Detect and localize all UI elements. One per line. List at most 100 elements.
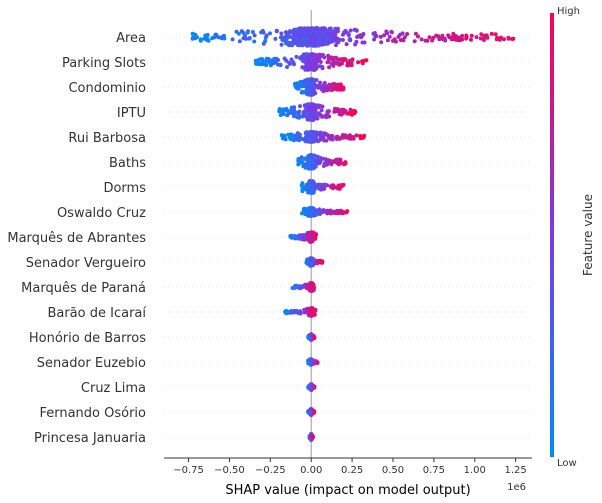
shap-point xyxy=(427,35,432,40)
shap-point xyxy=(479,32,484,37)
shap-point xyxy=(469,37,473,42)
shap-point xyxy=(261,41,266,46)
feature-label: Baths xyxy=(109,156,146,171)
shap-point xyxy=(371,31,376,36)
shap-point xyxy=(308,102,313,107)
shap-point xyxy=(334,135,339,140)
shap-point xyxy=(343,109,348,114)
shap-point xyxy=(317,53,322,58)
shap-point xyxy=(389,29,394,34)
shap-point xyxy=(309,64,314,69)
shap-point xyxy=(379,40,384,45)
shap-point xyxy=(306,59,311,63)
shap-point xyxy=(323,183,328,188)
shap-point xyxy=(261,58,265,63)
shap-point xyxy=(296,111,301,116)
shap-point xyxy=(330,137,335,142)
shap-point xyxy=(301,36,306,41)
shap-point xyxy=(306,89,311,94)
shap-point xyxy=(230,37,235,42)
shap-point xyxy=(320,64,325,69)
shap-point xyxy=(288,234,293,239)
shap-point xyxy=(344,42,349,47)
shap-point xyxy=(315,116,320,121)
shap-point xyxy=(311,104,316,109)
shap-point xyxy=(326,59,331,64)
x-tick-label: 0.25 xyxy=(341,465,363,476)
shap-point xyxy=(307,232,312,237)
shap-point xyxy=(287,60,292,65)
shap-point xyxy=(309,161,314,166)
shap-point xyxy=(318,158,322,163)
shap-point xyxy=(268,63,273,68)
shap-point xyxy=(308,256,313,261)
feature-label: Honório de Barros xyxy=(29,331,146,346)
shap-point xyxy=(382,33,387,38)
shap-point xyxy=(309,166,314,171)
feature-swarm xyxy=(283,306,318,318)
shap-point xyxy=(308,307,313,312)
shap-point xyxy=(283,311,288,315)
shap-point xyxy=(273,58,278,63)
shap-point xyxy=(352,27,357,32)
shap-point xyxy=(443,38,448,43)
shap-point xyxy=(312,42,317,47)
shap-point xyxy=(333,26,338,31)
shap-point xyxy=(309,237,314,242)
shap-point xyxy=(318,60,323,64)
shap-point xyxy=(336,209,341,213)
shap-point xyxy=(299,155,304,160)
shap-point xyxy=(356,34,361,39)
shap-point xyxy=(358,134,363,138)
x-tick-label: −0.25 xyxy=(255,465,286,476)
shap-point xyxy=(493,32,498,37)
shap-point xyxy=(318,260,323,265)
shap-point xyxy=(343,29,348,33)
shap-point xyxy=(361,135,366,140)
shap-point xyxy=(334,43,338,48)
shap-point xyxy=(236,31,241,36)
shap-point xyxy=(338,57,343,62)
shap-point xyxy=(329,61,334,66)
shap-point xyxy=(460,33,465,38)
feature-swarm xyxy=(190,26,516,48)
shap-point xyxy=(283,136,287,141)
shap-point xyxy=(305,183,310,188)
shap-point xyxy=(302,236,307,241)
shap-point xyxy=(309,52,314,57)
shap-point xyxy=(305,111,310,116)
x-tick-label: 1.25 xyxy=(505,465,527,476)
shap-point xyxy=(303,41,308,46)
shap-point xyxy=(295,284,300,289)
shap-point xyxy=(440,33,445,38)
feature-label: Condominio xyxy=(68,81,146,96)
x-tick-label: 0.50 xyxy=(382,465,404,476)
shap-point xyxy=(324,113,329,118)
shap-point xyxy=(324,210,329,215)
shap-point xyxy=(416,34,420,39)
shap-point xyxy=(309,117,314,122)
shap-point xyxy=(265,58,270,63)
shap-point xyxy=(489,31,494,36)
shap-point xyxy=(280,38,285,42)
feature-swarm xyxy=(253,52,369,72)
feature-swarm xyxy=(296,153,348,171)
shap-point xyxy=(335,60,340,65)
shap-point xyxy=(318,80,322,85)
shap-point xyxy=(297,115,301,120)
shap-point xyxy=(289,29,294,34)
shap-point xyxy=(353,109,358,114)
feature-swarm xyxy=(306,407,317,417)
shap-point xyxy=(336,39,341,44)
shap-point xyxy=(430,38,435,43)
shap-point xyxy=(281,107,286,112)
shap-point xyxy=(400,31,405,36)
shap-point xyxy=(299,84,304,89)
shap-point xyxy=(311,211,316,216)
shap-point xyxy=(237,39,242,44)
shap-point xyxy=(294,136,299,141)
shap-point xyxy=(295,85,300,90)
shap-point xyxy=(324,29,329,34)
shap-point xyxy=(342,162,347,167)
shap-point xyxy=(299,183,304,188)
